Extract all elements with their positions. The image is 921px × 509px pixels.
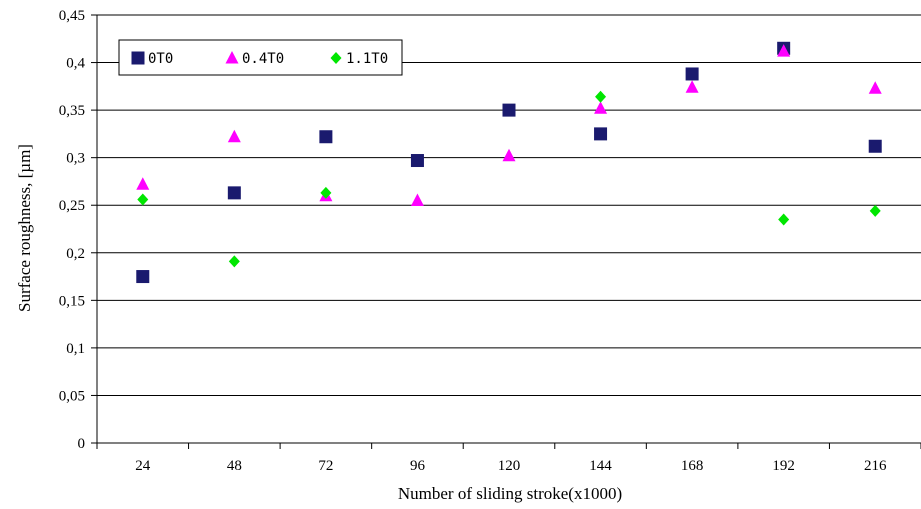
y-axis-ticks: 0 0,05 0,1 0,15 0,2 0,25 0,3 0,35 0,4 0,45 <box>59 8 97 452</box>
y-tick-label: 0 <box>78 436 86 452</box>
x-axis-label: Number of sliding stroke(x1000) <box>398 484 622 503</box>
series-0T0 <box>136 41 882 284</box>
y-axis-label: Surface roughness, [µm] <box>15 144 34 312</box>
data-point <box>228 255 240 268</box>
data-point <box>136 177 150 190</box>
y-tick-label: 0,05 <box>59 388 85 404</box>
data-point <box>868 139 882 153</box>
x-tick-label: 192 <box>772 458 795 474</box>
y-tick-label: 0,3 <box>66 151 85 167</box>
data-point <box>136 270 150 284</box>
data-point <box>685 80 699 93</box>
y-tick-label: 0,1 <box>66 341 85 357</box>
x-tick-label: 96 <box>410 458 426 474</box>
data-point <box>778 213 790 226</box>
x-tick-label: 168 <box>681 458 704 474</box>
y-tick-label: 0,2 <box>66 246 85 262</box>
y-tick-label: 0,4 <box>66 56 85 72</box>
data-point <box>594 101 608 114</box>
data-point <box>320 186 332 199</box>
data-point <box>502 103 516 117</box>
series-1.1T0 <box>137 90 881 268</box>
legend: 0T0 0.4T0 1.1T0 <box>118 39 403 76</box>
data-point <box>685 67 699 81</box>
data-point <box>869 204 881 217</box>
x-tick-label: 48 <box>227 458 242 474</box>
data-point <box>502 148 516 162</box>
legend-marker <box>330 52 342 64</box>
x-axis-ticks: 24 48 72 96 120 144 168 192 216 <box>96 443 921 474</box>
data-point <box>410 154 424 168</box>
x-tick-label: 144 <box>589 458 612 474</box>
legend-label: 1.1T0 <box>346 51 388 67</box>
legend-marker <box>225 51 239 64</box>
data-point <box>594 127 608 141</box>
y-tick-label: 0,25 <box>59 198 85 214</box>
y-tick-label: 0,35 <box>59 103 85 119</box>
x-tick-label: 72 <box>318 458 333 474</box>
legend-marker <box>131 51 145 65</box>
data-point <box>777 44 791 57</box>
data-point <box>227 129 241 143</box>
legend-label: 0.4T0 <box>242 51 284 67</box>
x-tick-label: 120 <box>498 458 521 474</box>
x-tick-label: 24 <box>135 458 151 474</box>
y-tick-label: 0,15 <box>59 293 85 309</box>
data-point <box>595 90 607 103</box>
data-point <box>410 193 424 206</box>
y-tick-label: 0,45 <box>59 8 85 24</box>
axes <box>96 15 921 444</box>
data-point <box>319 130 333 144</box>
series-0.4T0 <box>136 44 882 206</box>
x-tick-label: 216 <box>864 458 887 474</box>
data-point <box>868 81 882 94</box>
data-point <box>137 193 149 206</box>
legend-box <box>118 39 403 76</box>
data-point <box>227 186 241 200</box>
legend-label: 0T0 <box>148 51 173 67</box>
data-points <box>136 41 882 284</box>
